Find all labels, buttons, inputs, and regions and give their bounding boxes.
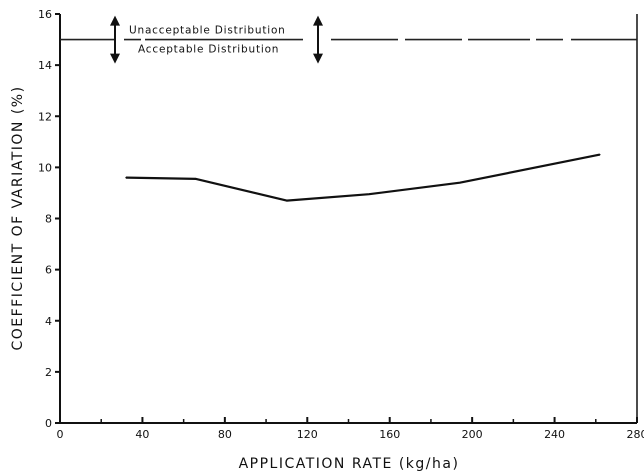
y-tick-label: 0: [45, 417, 52, 430]
x-tick-label: 80: [218, 428, 232, 441]
axes: 024681012141604080120160200240280: [38, 8, 644, 441]
x-axis-title: APPLICATION RATE (kg/ha): [239, 456, 460, 472]
series-line: [125, 153, 601, 202]
x-tick-label: 40: [135, 428, 149, 441]
y-axis-title: COEFFICIENT OF VARIATION (%): [10, 85, 26, 350]
y-tick-label: 4: [45, 315, 52, 328]
x-tick-label: 280: [627, 428, 644, 441]
series-group: [125, 153, 601, 202]
x-tick-label: 240: [544, 428, 565, 441]
y-tick-label: 6: [45, 264, 52, 277]
x-tick-label: 200: [462, 428, 483, 441]
x-tick-label: 160: [379, 428, 400, 441]
left-double-arrow-head-up: [110, 15, 120, 26]
label-acceptable: Acceptable Distribution: [138, 44, 279, 56]
data-point: [286, 200, 288, 202]
y-tick-label: 14: [38, 59, 52, 72]
data-point: [125, 177, 127, 179]
y-tick-label: 8: [45, 213, 52, 226]
right-double-arrow-head-up: [313, 15, 323, 26]
data-point: [368, 193, 370, 195]
y-tick-label: 16: [38, 8, 52, 21]
data-point: [195, 178, 197, 180]
threshold-line-group: Unacceptable Distribution Acceptable Dist…: [60, 15, 637, 64]
x-tick-label: 120: [297, 428, 318, 441]
label-unacceptable: Unacceptable Distribution: [129, 25, 286, 37]
y-tick-label: 2: [45, 366, 52, 379]
y-tick-label: 12: [38, 110, 52, 123]
right-double-arrow-head-down: [313, 53, 323, 64]
data-point: [459, 182, 461, 184]
data-point: [599, 153, 601, 156]
axis-labels: APPLICATION RATE (kg/ha) COEFFICIENT OF …: [10, 85, 460, 472]
x-tick-label: 0: [57, 428, 64, 441]
left-double-arrow-head-down: [110, 53, 120, 64]
y-tick-label: 10: [38, 161, 52, 174]
